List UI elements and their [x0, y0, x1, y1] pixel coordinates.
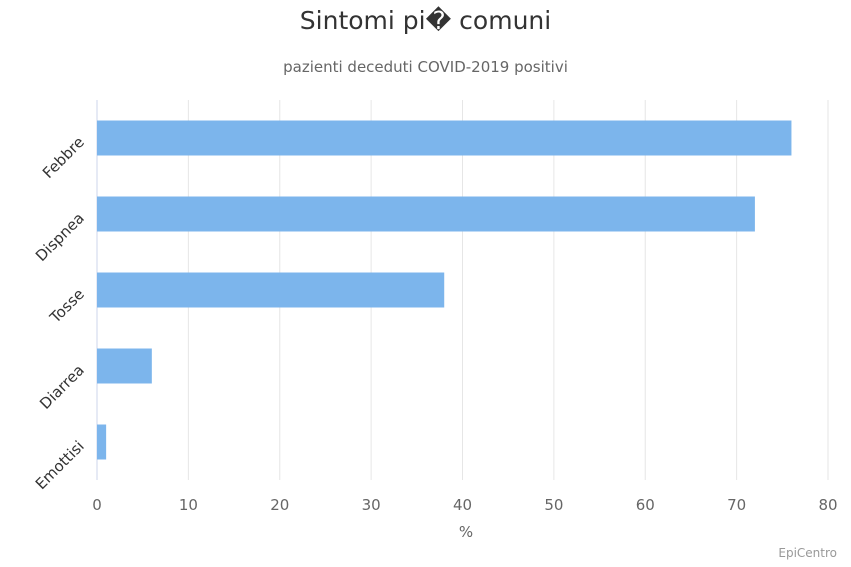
x-tick-label: 20	[270, 496, 289, 514]
chart-title: Sintomi pi� comuni	[299, 6, 552, 35]
category-labels: Febbre Dispnea Tosse Diarrea Emottisi	[32, 133, 88, 493]
bar-diarrea[interactable]	[97, 348, 152, 384]
x-tick-label: 0	[92, 496, 102, 514]
bars	[97, 120, 792, 460]
x-tick-label: 50	[544, 496, 563, 514]
category-label-diarrea: Diarrea	[36, 361, 88, 413]
x-tick-labels: 0 10 20 30 40 50 60 70 80	[92, 496, 837, 514]
x-tick-label: 70	[727, 496, 746, 514]
x-tick-label: 40	[453, 496, 472, 514]
category-label-tosse: Tosse	[46, 285, 88, 327]
x-tick-label: 60	[636, 496, 655, 514]
bar-dispnea[interactable]	[97, 196, 755, 232]
category-label-febbre: Febbre	[39, 133, 88, 182]
bar-emottisi[interactable]	[97, 424, 107, 460]
credit-link[interactable]: EpiCentro	[778, 546, 837, 560]
chart-subtitle: pazienti deceduti COVID-2019 positivi	[283, 58, 568, 76]
x-tick-label: 80	[818, 496, 837, 514]
x-tick-label: 30	[362, 496, 381, 514]
bar-febbre[interactable]	[97, 120, 792, 156]
category-label-dispnea: Dispnea	[32, 209, 88, 265]
bar-tosse[interactable]	[97, 272, 445, 308]
x-tick-label: 10	[179, 496, 198, 514]
category-label-emottisi: Emottisi	[32, 437, 88, 493]
x-axis-title: %	[459, 523, 473, 541]
